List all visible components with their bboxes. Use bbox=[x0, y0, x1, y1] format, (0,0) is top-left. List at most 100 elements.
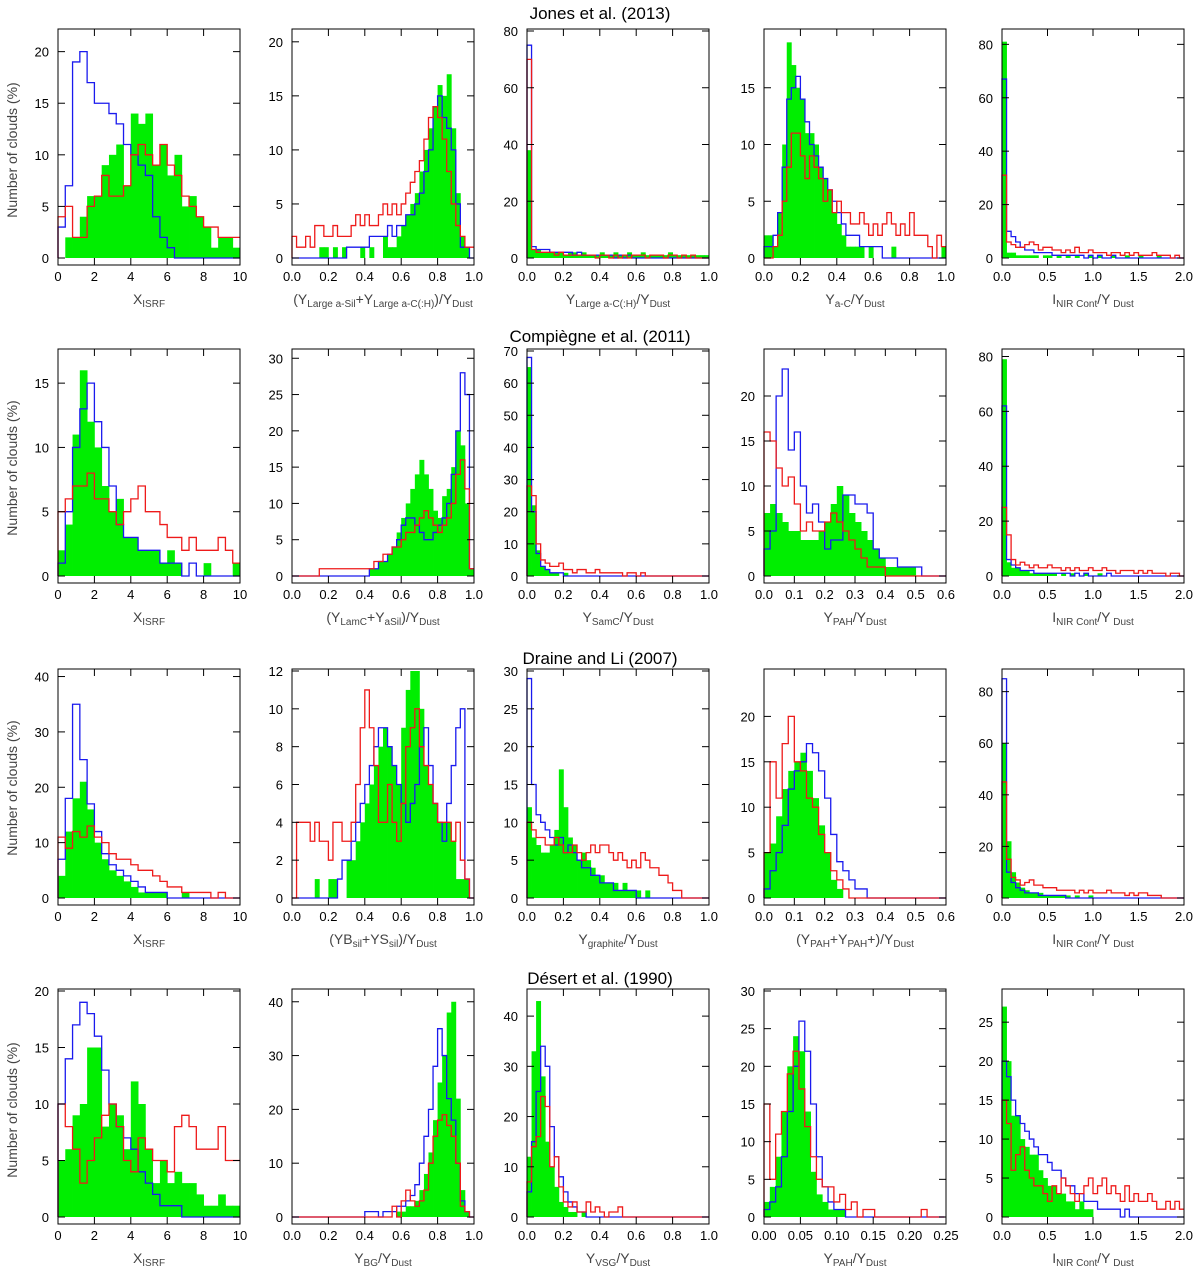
green-bar bbox=[94, 842, 103, 898]
panel-r1c1: 0 2 4 6 8 10 0 5 10 15 20 XISRF bbox=[35, 28, 247, 310]
y-tick-label: 0 bbox=[986, 569, 993, 584]
green-bar bbox=[645, 255, 651, 258]
green-bar bbox=[1052, 573, 1057, 576]
blue-histogram-line bbox=[57, 703, 240, 899]
y-tick-label: 15 bbox=[35, 376, 49, 391]
green-bar bbox=[145, 113, 154, 258]
green-bar bbox=[210, 247, 219, 258]
red-histogram-line bbox=[526, 58, 709, 259]
x-tick-label: 0.2 bbox=[554, 909, 572, 924]
blue-histogram-line bbox=[57, 1001, 240, 1218]
y-tick-label: 15 bbox=[504, 778, 518, 793]
green-bar bbox=[545, 852, 551, 898]
y-tick-label: 5 bbox=[42, 199, 49, 214]
green-bar bbox=[776, 513, 783, 576]
x-tick-label: 0.25 bbox=[933, 1228, 958, 1243]
x-axis-label-subscript: ISRF bbox=[142, 1258, 165, 1269]
x-axis-label-subscript: Large a-C(:H) bbox=[575, 299, 636, 310]
x-axis-label-text: /Y bbox=[1097, 931, 1111, 947]
x-axis-label-subscript: PAH bbox=[810, 939, 830, 950]
green-bar bbox=[451, 128, 457, 258]
x-axis-label: INIR Cont/Y Dust bbox=[1052, 931, 1134, 950]
green-bar bbox=[152, 1183, 161, 1217]
green-bar bbox=[460, 445, 466, 576]
green-bar bbox=[433, 510, 438, 576]
panel-frame bbox=[1001, 348, 1185, 584]
green-bar bbox=[891, 246, 897, 258]
x-axis-label-subscript: BG bbox=[364, 1258, 379, 1269]
green-bar bbox=[563, 572, 569, 576]
green-bar bbox=[369, 568, 375, 576]
green-bar bbox=[1038, 1170, 1044, 1217]
y-tick-label: 0 bbox=[276, 251, 283, 266]
green-bar bbox=[599, 875, 605, 898]
green-bar bbox=[663, 255, 669, 258]
x-tick-label: 0.6 bbox=[627, 909, 645, 924]
x-tick-label: 0.6 bbox=[627, 269, 645, 284]
green-bar bbox=[1020, 255, 1026, 258]
green-bar bbox=[631, 255, 637, 258]
x-tick-label: 1.0 bbox=[465, 1228, 483, 1243]
y-tick-label: 15 bbox=[35, 96, 49, 111]
y-tick-label: 0 bbox=[511, 569, 518, 584]
green-bar bbox=[446, 1012, 452, 1217]
green-bar bbox=[1056, 255, 1062, 258]
green-bar bbox=[590, 867, 596, 898]
green-bar bbox=[72, 237, 81, 258]
green-bar bbox=[781, 1111, 788, 1217]
y-tick-label: 40 bbox=[504, 440, 518, 455]
x-axis-label-subscript: a-C bbox=[835, 299, 851, 310]
x-tick-label: 0.6 bbox=[864, 269, 882, 284]
x-axis-label-subscript: LamC bbox=[340, 617, 367, 628]
green-bar bbox=[577, 255, 582, 258]
figure-ylabel-row-1: Number of clouds (%) bbox=[4, 82, 20, 217]
panel-r3c2: 0.0 0.2 0.4 0.6 0.8 1.0024681012(YBsil+YSsil)… bbox=[269, 664, 484, 950]
x-tick-label: 0.6 bbox=[627, 587, 645, 602]
green-bar bbox=[1033, 255, 1039, 258]
x-tick-label: 2 bbox=[91, 587, 98, 602]
y-tick-label: 20 bbox=[979, 1054, 993, 1069]
green-bar bbox=[590, 255, 596, 258]
green-bar bbox=[225, 1205, 234, 1217]
green-bar bbox=[1033, 892, 1039, 898]
x-tick-label: 0.6 bbox=[392, 269, 410, 284]
green-bar bbox=[138, 892, 146, 898]
y-tick-label: 0 bbox=[276, 569, 283, 584]
green-bar bbox=[1052, 895, 1057, 898]
green-bar bbox=[540, 566, 546, 576]
x-axis-label: YSamC/YDust bbox=[583, 609, 654, 628]
x-tick-label: 0.0 bbox=[518, 587, 536, 602]
y-tick-label: 0 bbox=[511, 251, 518, 266]
green-bar bbox=[1029, 892, 1035, 898]
green-bar bbox=[540, 252, 546, 258]
x-tick-label: 8 bbox=[200, 909, 207, 924]
green-bar bbox=[567, 837, 573, 898]
y-tick-label: 25 bbox=[979, 1015, 993, 1030]
x-axis-label-subscript: Dust bbox=[1110, 1258, 1134, 1269]
green-bar bbox=[130, 537, 139, 576]
x-axis-label-subscript: ISRF bbox=[142, 299, 165, 310]
x-tick-label: 6 bbox=[164, 269, 171, 284]
red-histogram-line bbox=[764, 132, 946, 259]
green-bar bbox=[800, 540, 807, 576]
x-axis-label: INIR Cont/Y Dust bbox=[1052, 1250, 1134, 1269]
red-histogram-line bbox=[292, 689, 474, 899]
x-tick-label: 0.5 bbox=[1038, 269, 1056, 284]
red-histogram-line bbox=[1001, 1099, 1184, 1217]
green-bar bbox=[563, 1206, 569, 1217]
y-tick-label: 20 bbox=[504, 505, 518, 520]
y-tick-label: 30 bbox=[504, 664, 518, 679]
y-tick-label: 20 bbox=[741, 709, 755, 724]
x-tick-label: 0.1 bbox=[785, 587, 803, 602]
green-bar bbox=[383, 236, 388, 258]
green-bar bbox=[699, 255, 705, 258]
y-tick-label: 20 bbox=[504, 1110, 518, 1125]
green-bar bbox=[527, 367, 532, 576]
green-bar bbox=[787, 1066, 794, 1217]
panel-r2c4: 0.0 0.1 0.2 0.3 0.4 0.5 0.6 0 5 10 15 20 YPAH/YDust bbox=[741, 348, 955, 628]
green-bar bbox=[396, 532, 402, 576]
x-axis-label: YLarge a-C(:H)/YDust bbox=[566, 291, 671, 310]
x-tick-label: 0.5 bbox=[1038, 909, 1056, 924]
x-tick-label: 1.0 bbox=[465, 269, 483, 284]
green-bar bbox=[828, 1209, 835, 1217]
